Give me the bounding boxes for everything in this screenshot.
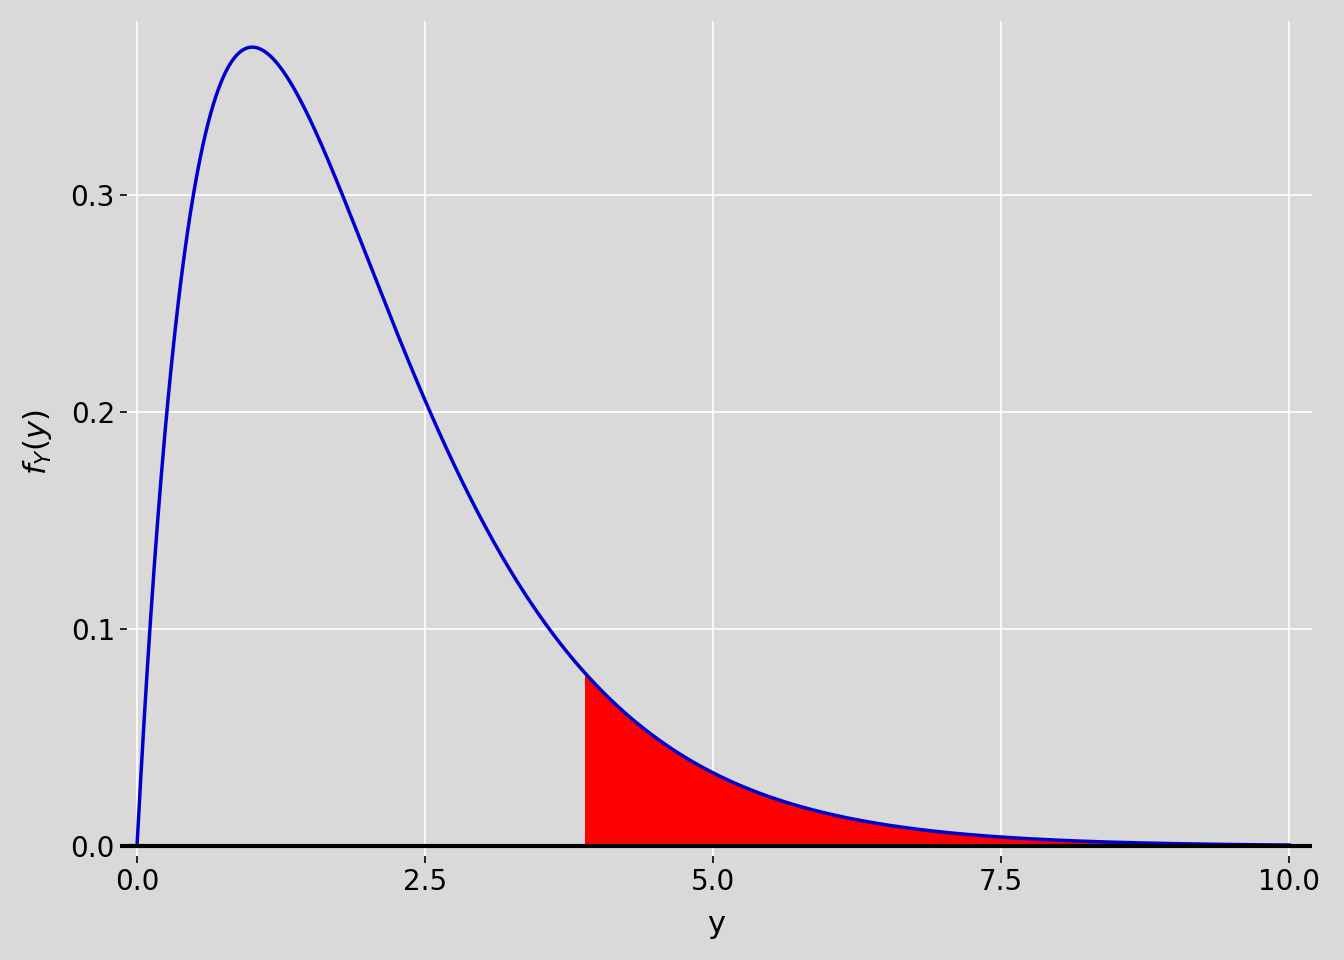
X-axis label: y: y [707,910,724,939]
Y-axis label: $f_Y(y)$: $f_Y(y)$ [22,409,54,475]
